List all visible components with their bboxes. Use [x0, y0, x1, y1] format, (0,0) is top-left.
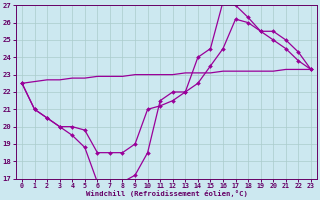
- X-axis label: Windchill (Refroidissement éolien,°C): Windchill (Refroidissement éolien,°C): [85, 190, 247, 197]
